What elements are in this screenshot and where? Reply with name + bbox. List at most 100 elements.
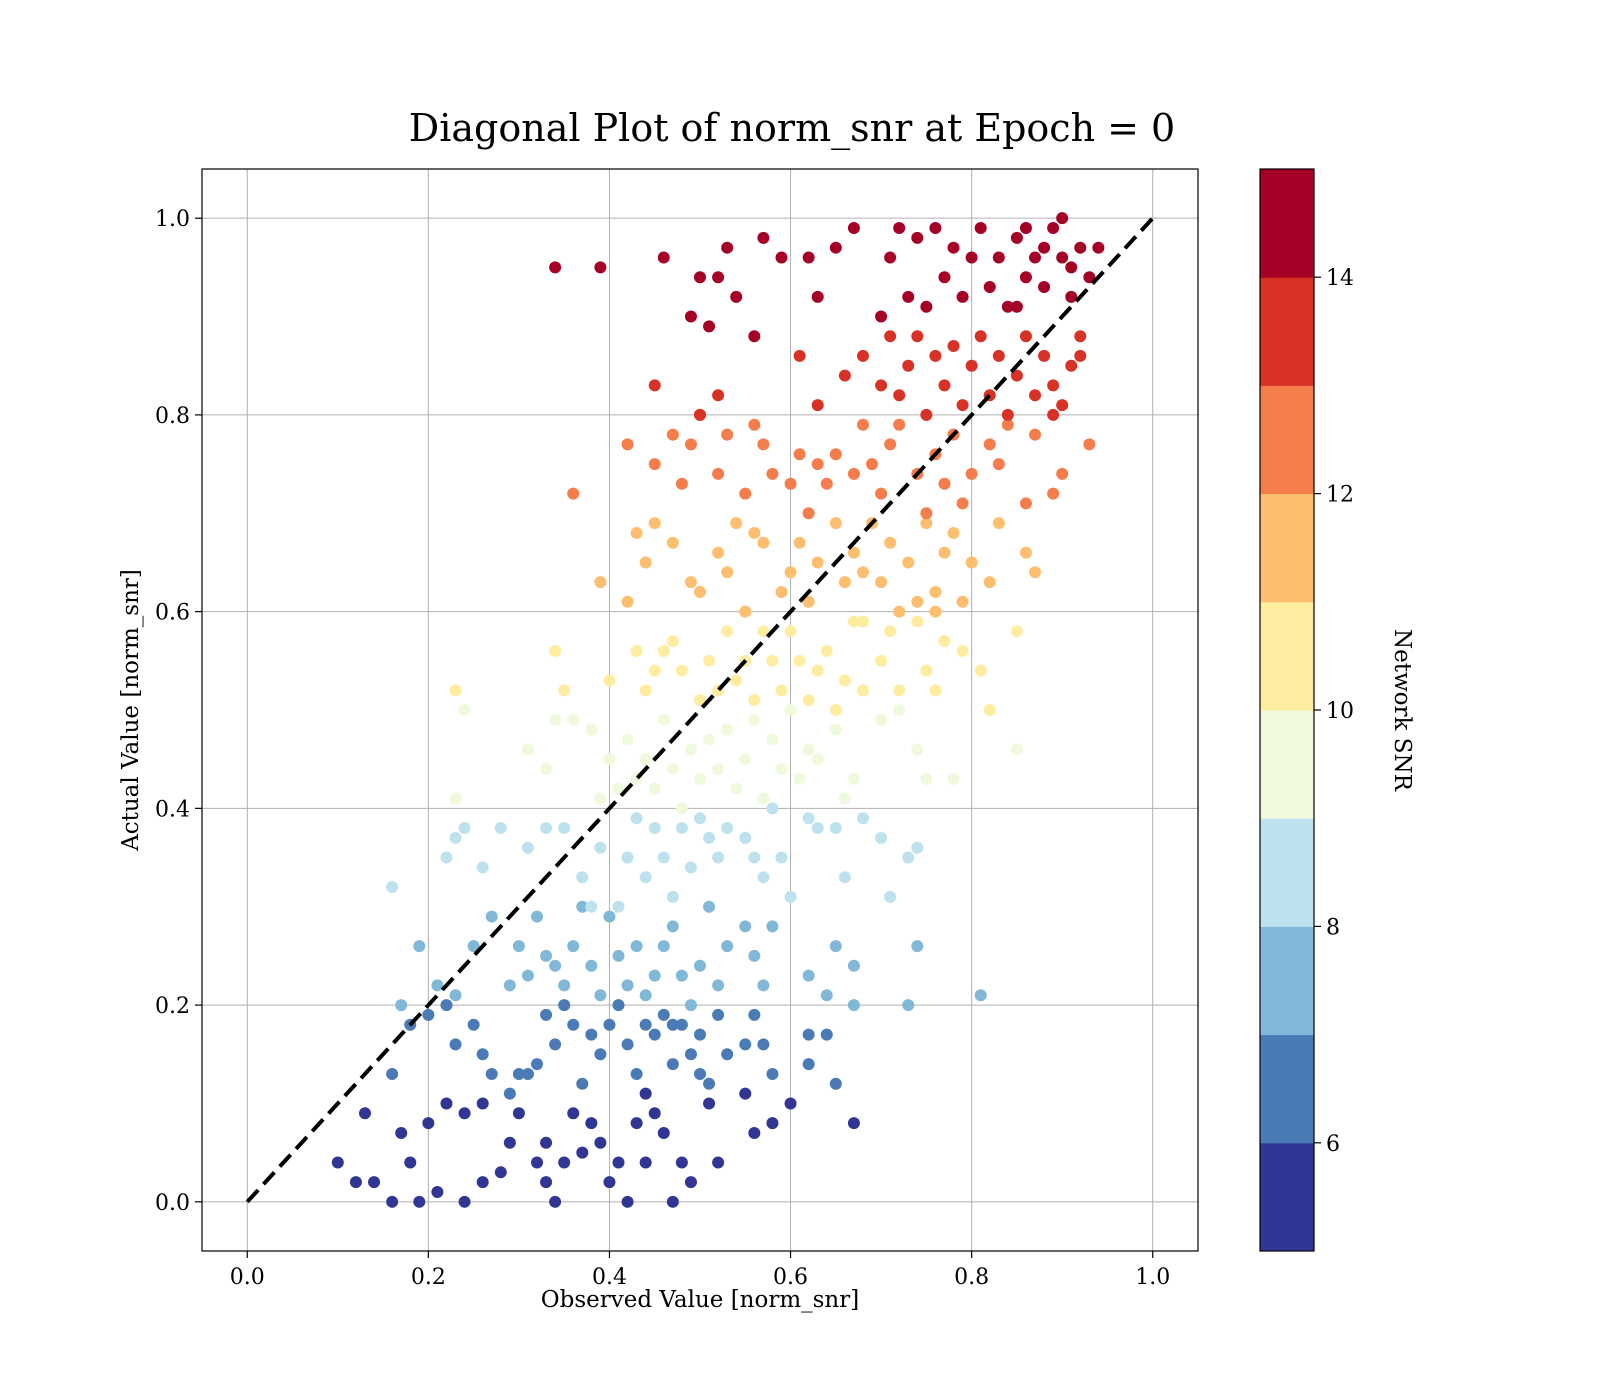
data-point (648, 969, 661, 982)
data-point (992, 458, 1005, 471)
data-point (1047, 487, 1060, 500)
data-point (829, 241, 842, 254)
data-point (739, 605, 752, 618)
data-point (856, 349, 869, 362)
data-point (1010, 369, 1023, 382)
data-point (739, 1038, 752, 1051)
data-point (1001, 418, 1014, 431)
data-point (431, 979, 444, 992)
data-point (902, 359, 915, 372)
data-point (567, 1018, 580, 1031)
data-point (757, 536, 770, 549)
data-point (748, 694, 761, 707)
data-point (603, 910, 616, 923)
data-point (413, 940, 426, 953)
data-point (829, 1077, 842, 1090)
data-point (793, 654, 806, 667)
data-point (603, 753, 616, 766)
data-point (648, 782, 661, 795)
data-point (829, 448, 842, 461)
data-point (621, 851, 634, 864)
data-point (739, 920, 752, 933)
data-point (712, 979, 725, 992)
data-point (703, 654, 716, 667)
data-point (757, 792, 770, 805)
data-point (594, 1048, 607, 1061)
data-point (793, 448, 806, 461)
data-point (884, 890, 897, 903)
data-point (847, 959, 860, 972)
data-point (956, 644, 969, 657)
data-point (703, 733, 716, 746)
data-point (585, 959, 598, 972)
colorbar-tick-label: 12 (1326, 483, 1354, 508)
data-point (829, 517, 842, 530)
data-point (549, 1195, 562, 1208)
data-point (485, 1067, 498, 1080)
diagonal-reference-line (245, 216, 1155, 1204)
data-point (947, 526, 960, 539)
y-tick-label: 0.8 (155, 404, 190, 429)
data-point (440, 851, 453, 864)
data-point (703, 1097, 716, 1110)
data-point (911, 595, 924, 608)
data-point (847, 546, 860, 559)
data-point (775, 585, 788, 598)
data-point (721, 1048, 734, 1061)
data-point (395, 1126, 408, 1139)
data-point (748, 949, 761, 962)
data-point (721, 566, 734, 579)
data-point (521, 969, 534, 982)
data-point (811, 822, 824, 835)
data-point (521, 1067, 534, 1080)
data-point (422, 1117, 435, 1130)
x-tick-label: 0.4 (592, 1265, 627, 1290)
data-point (612, 782, 625, 795)
data-point (766, 654, 779, 667)
data-point (811, 753, 824, 766)
data-point (639, 1087, 652, 1100)
data-point (920, 664, 933, 677)
data-point (902, 290, 915, 303)
data-point (666, 428, 679, 441)
data-point (1065, 290, 1078, 303)
data-point (983, 704, 996, 716)
data-point (612, 1156, 625, 1169)
data-point (549, 261, 562, 274)
data-point (712, 546, 725, 559)
data-point (386, 1067, 399, 1080)
data-point (612, 900, 625, 913)
data-point (884, 330, 897, 343)
data-point (911, 743, 924, 756)
data-point (802, 507, 815, 520)
data-point (1074, 241, 1087, 254)
data-point (576, 1146, 589, 1159)
data-point (784, 890, 797, 903)
data-point (838, 576, 851, 589)
data-point (712, 271, 725, 284)
data-point (838, 369, 851, 382)
data-point (512, 1107, 525, 1120)
data-point (540, 763, 553, 776)
data-point (567, 487, 580, 500)
data-point (712, 1008, 725, 1021)
data-point (639, 871, 652, 884)
data-point (893, 684, 906, 697)
data-point (811, 458, 824, 471)
data-point (503, 1087, 516, 1100)
data-point (811, 290, 824, 303)
data-point (349, 1176, 362, 1189)
data-point (549, 713, 562, 726)
data-point (684, 743, 697, 756)
data-point (775, 684, 788, 697)
data-point (875, 831, 888, 844)
data-point (856, 812, 869, 825)
data-point (666, 920, 679, 933)
data-point (757, 979, 770, 992)
data-point (621, 733, 634, 746)
data-point (757, 871, 770, 884)
colorbar-segment (1260, 385, 1314, 495)
data-point (974, 664, 987, 677)
data-point (929, 684, 942, 697)
data-point (956, 399, 969, 412)
